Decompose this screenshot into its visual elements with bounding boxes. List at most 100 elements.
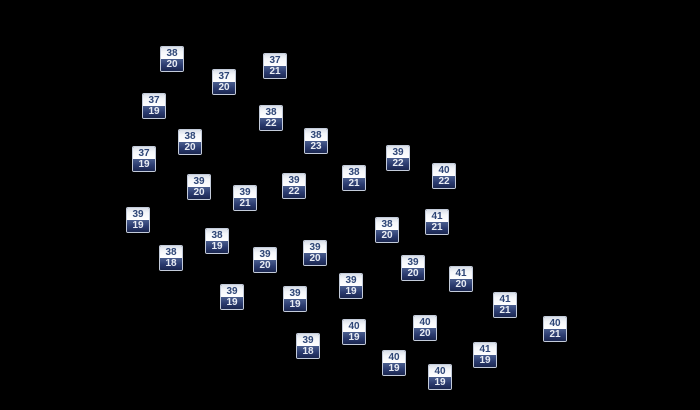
high-temp-value: 38 <box>160 246 182 258</box>
high-temp-value: 38 <box>376 218 398 230</box>
temp-badge[interactable]: 40 19 <box>382 350 406 376</box>
temp-badge[interactable]: 40 20 <box>413 315 437 341</box>
high-temp-value: 40 <box>383 351 405 363</box>
temp-badge[interactable]: 39 22 <box>386 145 410 171</box>
high-temp-value: 40 <box>544 317 566 329</box>
temp-badge[interactable]: 39 20 <box>187 174 211 200</box>
low-temp-value: 20 <box>188 187 210 199</box>
temp-badge[interactable]: 38 18 <box>159 245 183 271</box>
high-temp-value: 39 <box>387 146 409 158</box>
low-temp-value: 20 <box>254 260 276 272</box>
high-temp-value: 41 <box>450 267 472 279</box>
temp-badge[interactable]: 40 19 <box>428 364 452 390</box>
temp-badge[interactable]: 39 18 <box>296 333 320 359</box>
low-temp-value: 20 <box>376 230 398 242</box>
low-temp-value: 20 <box>179 142 201 154</box>
high-temp-value: 41 <box>494 293 516 305</box>
low-temp-value: 19 <box>206 241 228 253</box>
temp-badge[interactable]: 38 21 <box>342 165 366 191</box>
low-temp-value: 19 <box>429 377 451 389</box>
high-temp-value: 39 <box>283 174 305 186</box>
temp-badge[interactable]: 37 19 <box>132 146 156 172</box>
high-temp-value: 38 <box>260 106 282 118</box>
high-temp-value: 39 <box>254 248 276 260</box>
temp-badge[interactable]: 41 19 <box>473 342 497 368</box>
temp-badge[interactable]: 38 19 <box>205 228 229 254</box>
temp-badge[interactable]: 38 20 <box>375 217 399 243</box>
low-temp-value: 19 <box>474 355 496 367</box>
high-temp-value: 37 <box>143 94 165 106</box>
temp-badge[interactable]: 38 20 <box>178 129 202 155</box>
low-temp-value: 20 <box>414 328 436 340</box>
low-temp-value: 19 <box>343 332 365 344</box>
temp-badge[interactable]: 39 22 <box>282 173 306 199</box>
temp-badge[interactable]: 39 20 <box>303 240 327 266</box>
low-temp-value: 22 <box>433 176 455 188</box>
temp-badge[interactable]: 41 20 <box>449 266 473 292</box>
low-temp-value: 18 <box>160 258 182 270</box>
high-temp-value: 40 <box>429 365 451 377</box>
high-temp-value: 39 <box>127 208 149 220</box>
high-temp-value: 39 <box>402 256 424 268</box>
low-temp-value: 20 <box>213 82 235 94</box>
high-temp-value: 38 <box>206 229 228 241</box>
temp-badge[interactable]: 39 19 <box>126 207 150 233</box>
temp-badge[interactable]: 38 23 <box>304 128 328 154</box>
temp-badge[interactable]: 39 20 <box>253 247 277 273</box>
temp-badge[interactable]: 39 19 <box>339 273 363 299</box>
high-temp-value: 39 <box>284 287 306 299</box>
temp-badge[interactable]: 38 22 <box>259 105 283 131</box>
high-temp-value: 39 <box>340 274 362 286</box>
temp-badge[interactable]: 41 21 <box>493 292 517 318</box>
low-temp-value: 19 <box>340 286 362 298</box>
high-temp-value: 39 <box>188 175 210 187</box>
low-temp-value: 20 <box>161 59 183 71</box>
low-temp-value: 19 <box>127 220 149 232</box>
low-temp-value: 18 <box>297 346 319 358</box>
low-temp-value: 19 <box>133 159 155 171</box>
low-temp-value: 20 <box>402 268 424 280</box>
low-temp-value: 21 <box>544 329 566 341</box>
high-temp-value: 37 <box>213 70 235 82</box>
high-temp-value: 37 <box>133 147 155 159</box>
high-temp-value: 39 <box>297 334 319 346</box>
high-temp-value: 40 <box>433 164 455 176</box>
high-temp-value: 39 <box>234 186 256 198</box>
temp-badge[interactable]: 37 21 <box>263 53 287 79</box>
low-temp-value: 20 <box>304 253 326 265</box>
temp-badge[interactable]: 39 19 <box>283 286 307 312</box>
high-temp-value: 38 <box>179 130 201 142</box>
temp-badge[interactable]: 37 20 <box>212 69 236 95</box>
temp-badge[interactable]: 40 21 <box>543 316 567 342</box>
high-temp-value: 41 <box>426 210 448 222</box>
low-temp-value: 21 <box>234 198 256 210</box>
high-temp-value: 39 <box>304 241 326 253</box>
low-temp-value: 21 <box>494 305 516 317</box>
low-temp-value: 21 <box>343 178 365 190</box>
low-temp-value: 19 <box>143 106 165 118</box>
high-temp-value: 41 <box>474 343 496 355</box>
low-temp-value: 22 <box>387 158 409 170</box>
temp-badge[interactable]: 40 22 <box>432 163 456 189</box>
temp-badge[interactable]: 40 19 <box>342 319 366 345</box>
temp-badge[interactable]: 39 21 <box>233 185 257 211</box>
low-temp-value: 21 <box>264 66 286 78</box>
high-temp-value: 38 <box>161 47 183 59</box>
temp-badge[interactable]: 38 20 <box>160 46 184 72</box>
low-temp-value: 19 <box>284 299 306 311</box>
high-temp-value: 39 <box>221 285 243 297</box>
low-temp-value: 23 <box>305 141 327 153</box>
temp-badge[interactable]: 41 21 <box>425 209 449 235</box>
low-temp-value: 22 <box>283 186 305 198</box>
temp-badge[interactable]: 37 19 <box>142 93 166 119</box>
temp-badge[interactable]: 39 20 <box>401 255 425 281</box>
low-temp-value: 22 <box>260 118 282 130</box>
high-temp-value: 40 <box>414 316 436 328</box>
low-temp-value: 21 <box>426 222 448 234</box>
high-temp-value: 38 <box>343 166 365 178</box>
temp-badge[interactable]: 39 19 <box>220 284 244 310</box>
high-temp-value: 38 <box>305 129 327 141</box>
low-temp-value: 19 <box>383 363 405 375</box>
low-temp-value: 19 <box>221 297 243 309</box>
